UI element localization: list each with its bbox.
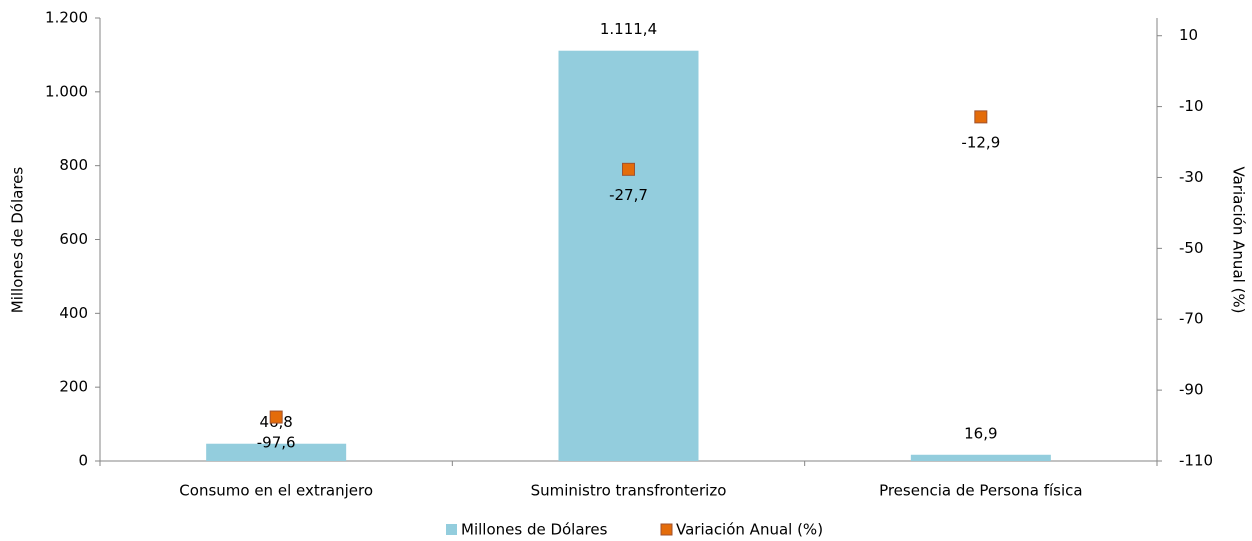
y-tick-label: 1.000 — [45, 82, 88, 100]
bar-value-label: 16,9 — [964, 424, 997, 442]
bar — [206, 443, 347, 461]
legend-label: Variación Anual (%) — [676, 521, 823, 539]
y2-tick-label: -30 — [1179, 168, 1204, 186]
y-tick-label: 800 — [59, 156, 88, 174]
legend-label: Millones de Dólares — [461, 521, 608, 539]
y2-tick-label: -50 — [1179, 239, 1204, 257]
y2-tick-label: -90 — [1179, 381, 1204, 399]
marker-value-label: -97,6 — [257, 434, 296, 452]
bar — [558, 50, 699, 462]
y-tick-label: 200 — [59, 378, 88, 396]
y-tick-label: 600 — [59, 230, 88, 248]
marker — [269, 410, 283, 424]
marker — [622, 162, 635, 176]
x-tick-label: Presencia de Persona física — [879, 482, 1083, 500]
y2-tick-label: -70 — [1179, 310, 1204, 328]
marker-value-label: -12,9 — [961, 133, 1000, 151]
x-tick-label: Consumo en el extranjero — [179, 482, 373, 500]
y2-tick-label: 10 — [1179, 26, 1198, 44]
bar-value-label: 1.111,4 — [600, 20, 657, 38]
y-tick-label: 1.200 — [45, 9, 88, 27]
legend-swatch — [446, 524, 457, 535]
legend-swatch — [660, 523, 673, 536]
y-tick-label: 400 — [59, 304, 88, 322]
bar — [910, 454, 1051, 461]
y-tick-label: 0 — [78, 452, 88, 470]
y2-axis-title: Variación Anual (%) — [1230, 166, 1248, 313]
y2-tick-label: -110 — [1179, 452, 1213, 470]
y2-tick-label: -10 — [1179, 97, 1204, 115]
y-axis-title: Millones de Dólares — [9, 167, 27, 314]
x-tick-label: Suministro transfronterizo — [531, 482, 727, 500]
marker — [974, 110, 988, 124]
marker-value-label: -27,7 — [609, 186, 648, 204]
